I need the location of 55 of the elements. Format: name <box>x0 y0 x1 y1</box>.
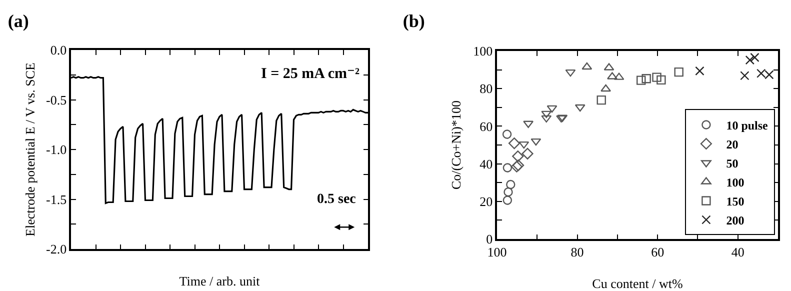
point <box>512 150 524 162</box>
legend-label: 200 <box>726 213 744 228</box>
x-axis-title: Time / arb. unit <box>179 274 260 288</box>
y-tick-label: -1.0 <box>46 142 67 158</box>
legend-label: 50 <box>726 156 738 170</box>
legend-label: 100 <box>726 175 744 190</box>
point <box>642 74 651 84</box>
x-axis-title: Cu content / wt% <box>592 276 683 291</box>
point <box>541 115 552 123</box>
point <box>546 105 558 113</box>
y-axis-title: Electrode potential E / V vs. SCE <box>22 62 38 236</box>
point <box>596 95 606 105</box>
point <box>508 138 520 150</box>
point <box>695 66 704 76</box>
y-tick-label: 80 <box>480 81 493 96</box>
y-tick-label: 100 <box>473 44 493 59</box>
point <box>674 67 684 77</box>
point <box>502 130 512 139</box>
legend-label: 20 <box>726 137 738 152</box>
x-tick-label: 60 <box>651 244 664 260</box>
y-tick-label: -2.0 <box>46 242 67 257</box>
point <box>582 62 592 70</box>
point <box>750 52 760 62</box>
x-tick-label: 40 <box>731 244 744 260</box>
legend-label: 10 pulse <box>726 118 769 132</box>
y-tick-label: 20 <box>480 194 493 209</box>
y-tick-label: 60 <box>480 118 493 134</box>
annotation: 0.5 sec <box>317 192 356 207</box>
point <box>565 69 576 77</box>
chart-title: (a) <box>8 11 29 32</box>
point <box>502 163 512 172</box>
point <box>652 72 662 82</box>
point <box>600 84 612 92</box>
point <box>636 76 646 85</box>
x-tick-label: 80 <box>570 244 584 260</box>
legend-label: 150 <box>726 194 744 208</box>
y-axis-title: Co/(Co+Ni)*100 <box>448 100 464 190</box>
chart-title: (b) <box>402 11 425 32</box>
y-tick-label: -0.5 <box>46 92 67 108</box>
point <box>541 110 552 118</box>
annotation: I = 25 mA cm⁻² <box>261 66 360 82</box>
point <box>506 180 516 190</box>
point <box>656 75 666 85</box>
point <box>504 187 513 197</box>
point <box>574 104 586 112</box>
point <box>522 148 534 160</box>
y-tick-label: -1.5 <box>46 192 67 207</box>
point <box>530 138 542 146</box>
point <box>745 55 754 65</box>
point <box>518 141 530 149</box>
y-tick-label: 0 <box>486 232 493 247</box>
y-tick-label: 0.0 <box>50 42 67 58</box>
point <box>502 196 512 205</box>
point <box>740 71 750 80</box>
y-tick-label: 40 <box>480 156 493 172</box>
